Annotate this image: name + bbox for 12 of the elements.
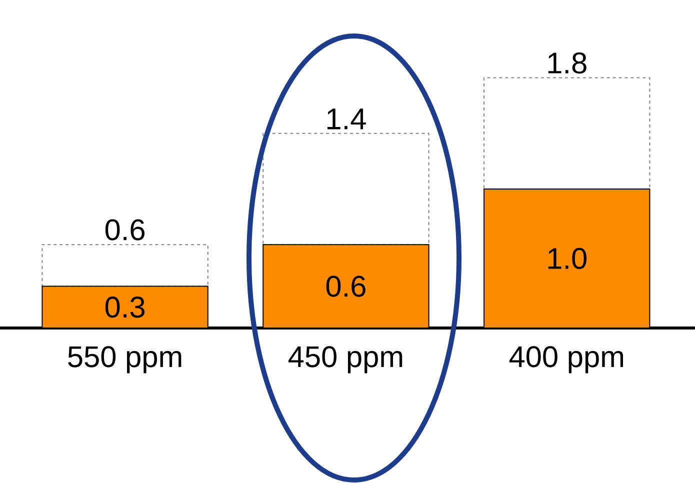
x-tick-label: 550 ppm bbox=[68, 346, 182, 374]
bar bbox=[262, 132, 430, 246]
bar bbox=[484, 77, 650, 190]
total-label: 1.8 bbox=[548, 52, 586, 74]
total-label: 1.4 bbox=[327, 108, 366, 130]
total-label: 0.6 bbox=[105, 219, 145, 240]
data-label: 1.0 bbox=[548, 248, 586, 270]
bar bbox=[42, 244, 208, 287]
data-label: 0.3 bbox=[105, 296, 145, 318]
x-tick-label: 400 ppm bbox=[509, 346, 624, 374]
x-tick-label: 450 ppm bbox=[288, 346, 402, 374]
data-label: 0.6 bbox=[326, 276, 366, 297]
